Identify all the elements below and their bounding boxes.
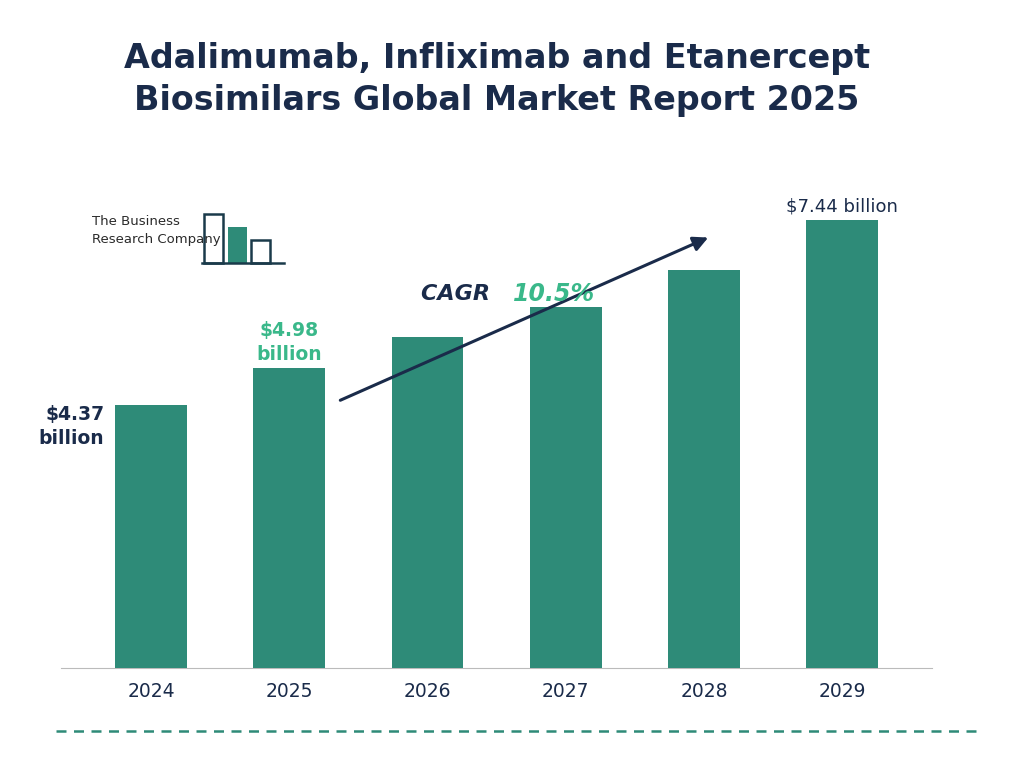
Bar	[227, 227, 247, 263]
Text: The Business
Research Company: The Business Research Company	[92, 215, 221, 246]
Text: CAGR: CAGR	[421, 283, 498, 303]
Text: $7.44 billion: $7.44 billion	[786, 198, 898, 216]
Text: $4.98
billion: $4.98 billion	[257, 321, 323, 364]
Bar	[806, 220, 878, 668]
Title: Adalimumab, Infliximab and Etanercept
Biosimilars Global Market Report 2025: Adalimumab, Infliximab and Etanercept Bi…	[124, 42, 869, 118]
Bar	[529, 307, 602, 668]
Bar	[254, 369, 326, 668]
Text: $4.37
billion: $4.37 billion	[39, 405, 104, 449]
Bar	[116, 405, 187, 668]
Text: 10.5%: 10.5%	[513, 282, 595, 306]
Bar	[391, 337, 464, 668]
Bar	[251, 240, 270, 263]
Bar	[668, 270, 739, 668]
Bar	[204, 214, 223, 263]
Y-axis label: Market Size (in USD billion): Market Size (in USD billion)	[0, 285, 18, 521]
